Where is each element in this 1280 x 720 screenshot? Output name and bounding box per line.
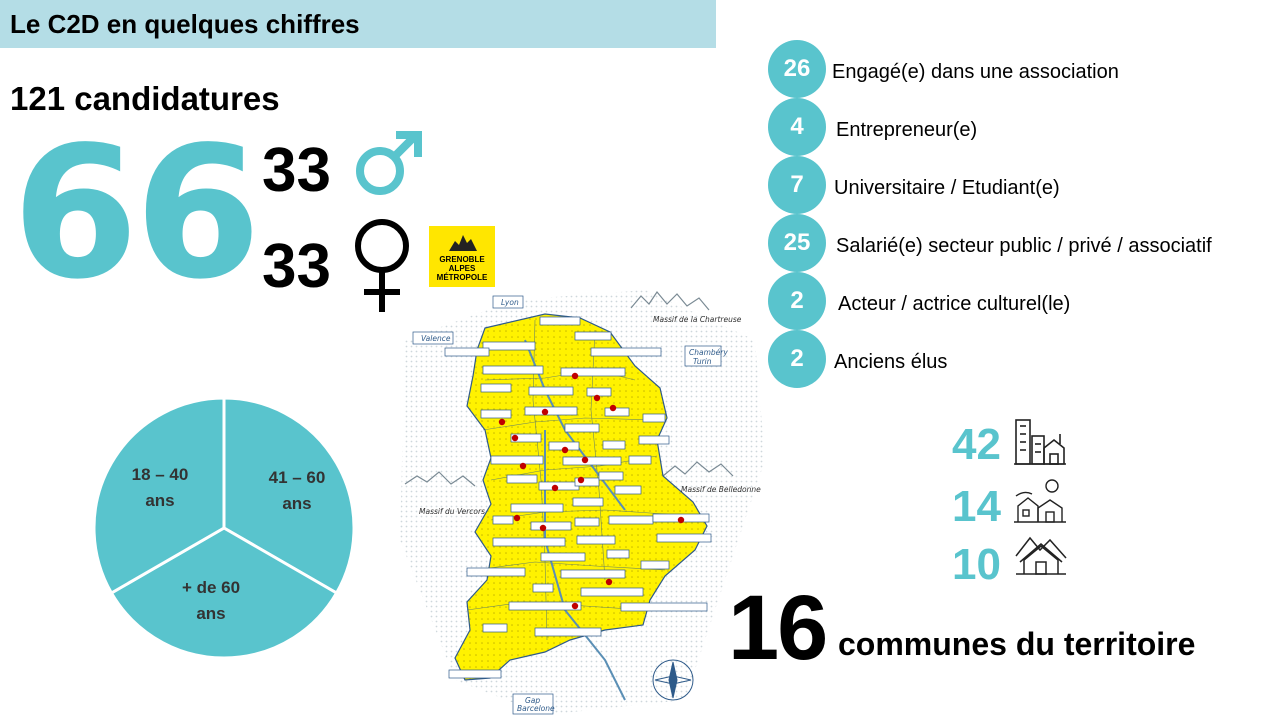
- logo-emblem-icon: [449, 235, 477, 251]
- map-label-lyon: Lyon: [501, 298, 519, 307]
- metropole-map: Lyon Valence Chambéry Turin Massif de la…: [400, 290, 765, 715]
- map-label-valence: Valence: [421, 334, 451, 343]
- pie-label-41-60: 41 – 60 ans: [268, 468, 326, 513]
- profession-label: Engagé(e) dans une association: [832, 61, 1119, 83]
- profession-count-badge: 25: [768, 214, 826, 272]
- map-label-belledonne: Massif de Belledonne: [681, 485, 761, 494]
- map-label-turin: Turin: [693, 357, 712, 366]
- pie-slice: [109, 526, 339, 660]
- grenoble-alpes-metropole-logo: GRENOBLE ALPES MÉTROPOLE: [429, 226, 495, 287]
- map-label-barcelone: Barcelone: [517, 704, 555, 713]
- profession-count-badge: 2: [768, 330, 826, 388]
- profession-label: Universitaire / Etudiant(e): [834, 177, 1060, 199]
- logo-line-1: GRENOBLE ALPES: [439, 255, 485, 273]
- profession-count-badge: 7: [768, 156, 826, 214]
- pie-slice: [92, 396, 226, 596]
- pie-label-60-plus: + de 60 ans: [181, 578, 241, 623]
- pie-label-18-40: 18 – 40 ans: [131, 465, 189, 510]
- logo-line-2: MÉTROPOLE: [436, 273, 488, 282]
- profession-label: Acteur / actrice culturel(le): [838, 293, 1071, 315]
- mountains-icon: [404, 290, 734, 487]
- profession-label: Salarié(e) secteur public / privé / asso…: [836, 235, 1212, 257]
- compass-rose-icon: [652, 659, 694, 701]
- candidatures-label: 121 candidatures: [10, 80, 280, 117]
- city-buildings-icon: [1014, 419, 1066, 465]
- profession-count-badge: 2: [768, 272, 826, 330]
- mountain-count: 10: [952, 540, 1001, 589]
- mountain-house-icon: [1015, 536, 1067, 575]
- town-count: 14: [952, 482, 1001, 531]
- total-selected-number: 66: [12, 107, 261, 319]
- pie-slice: [222, 396, 356, 596]
- profession-label: Anciens élus: [834, 351, 948, 373]
- profession-label: Entrepreneur(e): [836, 119, 978, 141]
- map-label-chambery: Chambéry: [689, 348, 728, 357]
- page-title: Le C2D en quelques chiffres: [10, 9, 360, 39]
- profession-count-badge: 4: [768, 98, 826, 156]
- map-label-gap: Gap: [525, 696, 540, 705]
- map-label-vercors: Massif du Vercors: [419, 507, 485, 516]
- title-bar: [0, 0, 716, 48]
- female-symbol-icon: [355, 219, 409, 312]
- city-count: 42: [952, 420, 1001, 469]
- age-pie-chart: [92, 396, 356, 660]
- male-symbol-icon: [356, 131, 422, 195]
- communes-count: 16: [728, 577, 828, 679]
- town-houses-icon: [1014, 479, 1066, 523]
- profession-count-badge: 26: [768, 40, 826, 98]
- male-count: 33: [262, 136, 331, 205]
- communes-label: communes du territoire: [838, 626, 1196, 662]
- female-count: 33: [262, 232, 331, 301]
- map-label-chartreuse: Massif de la Chartreuse: [653, 315, 742, 324]
